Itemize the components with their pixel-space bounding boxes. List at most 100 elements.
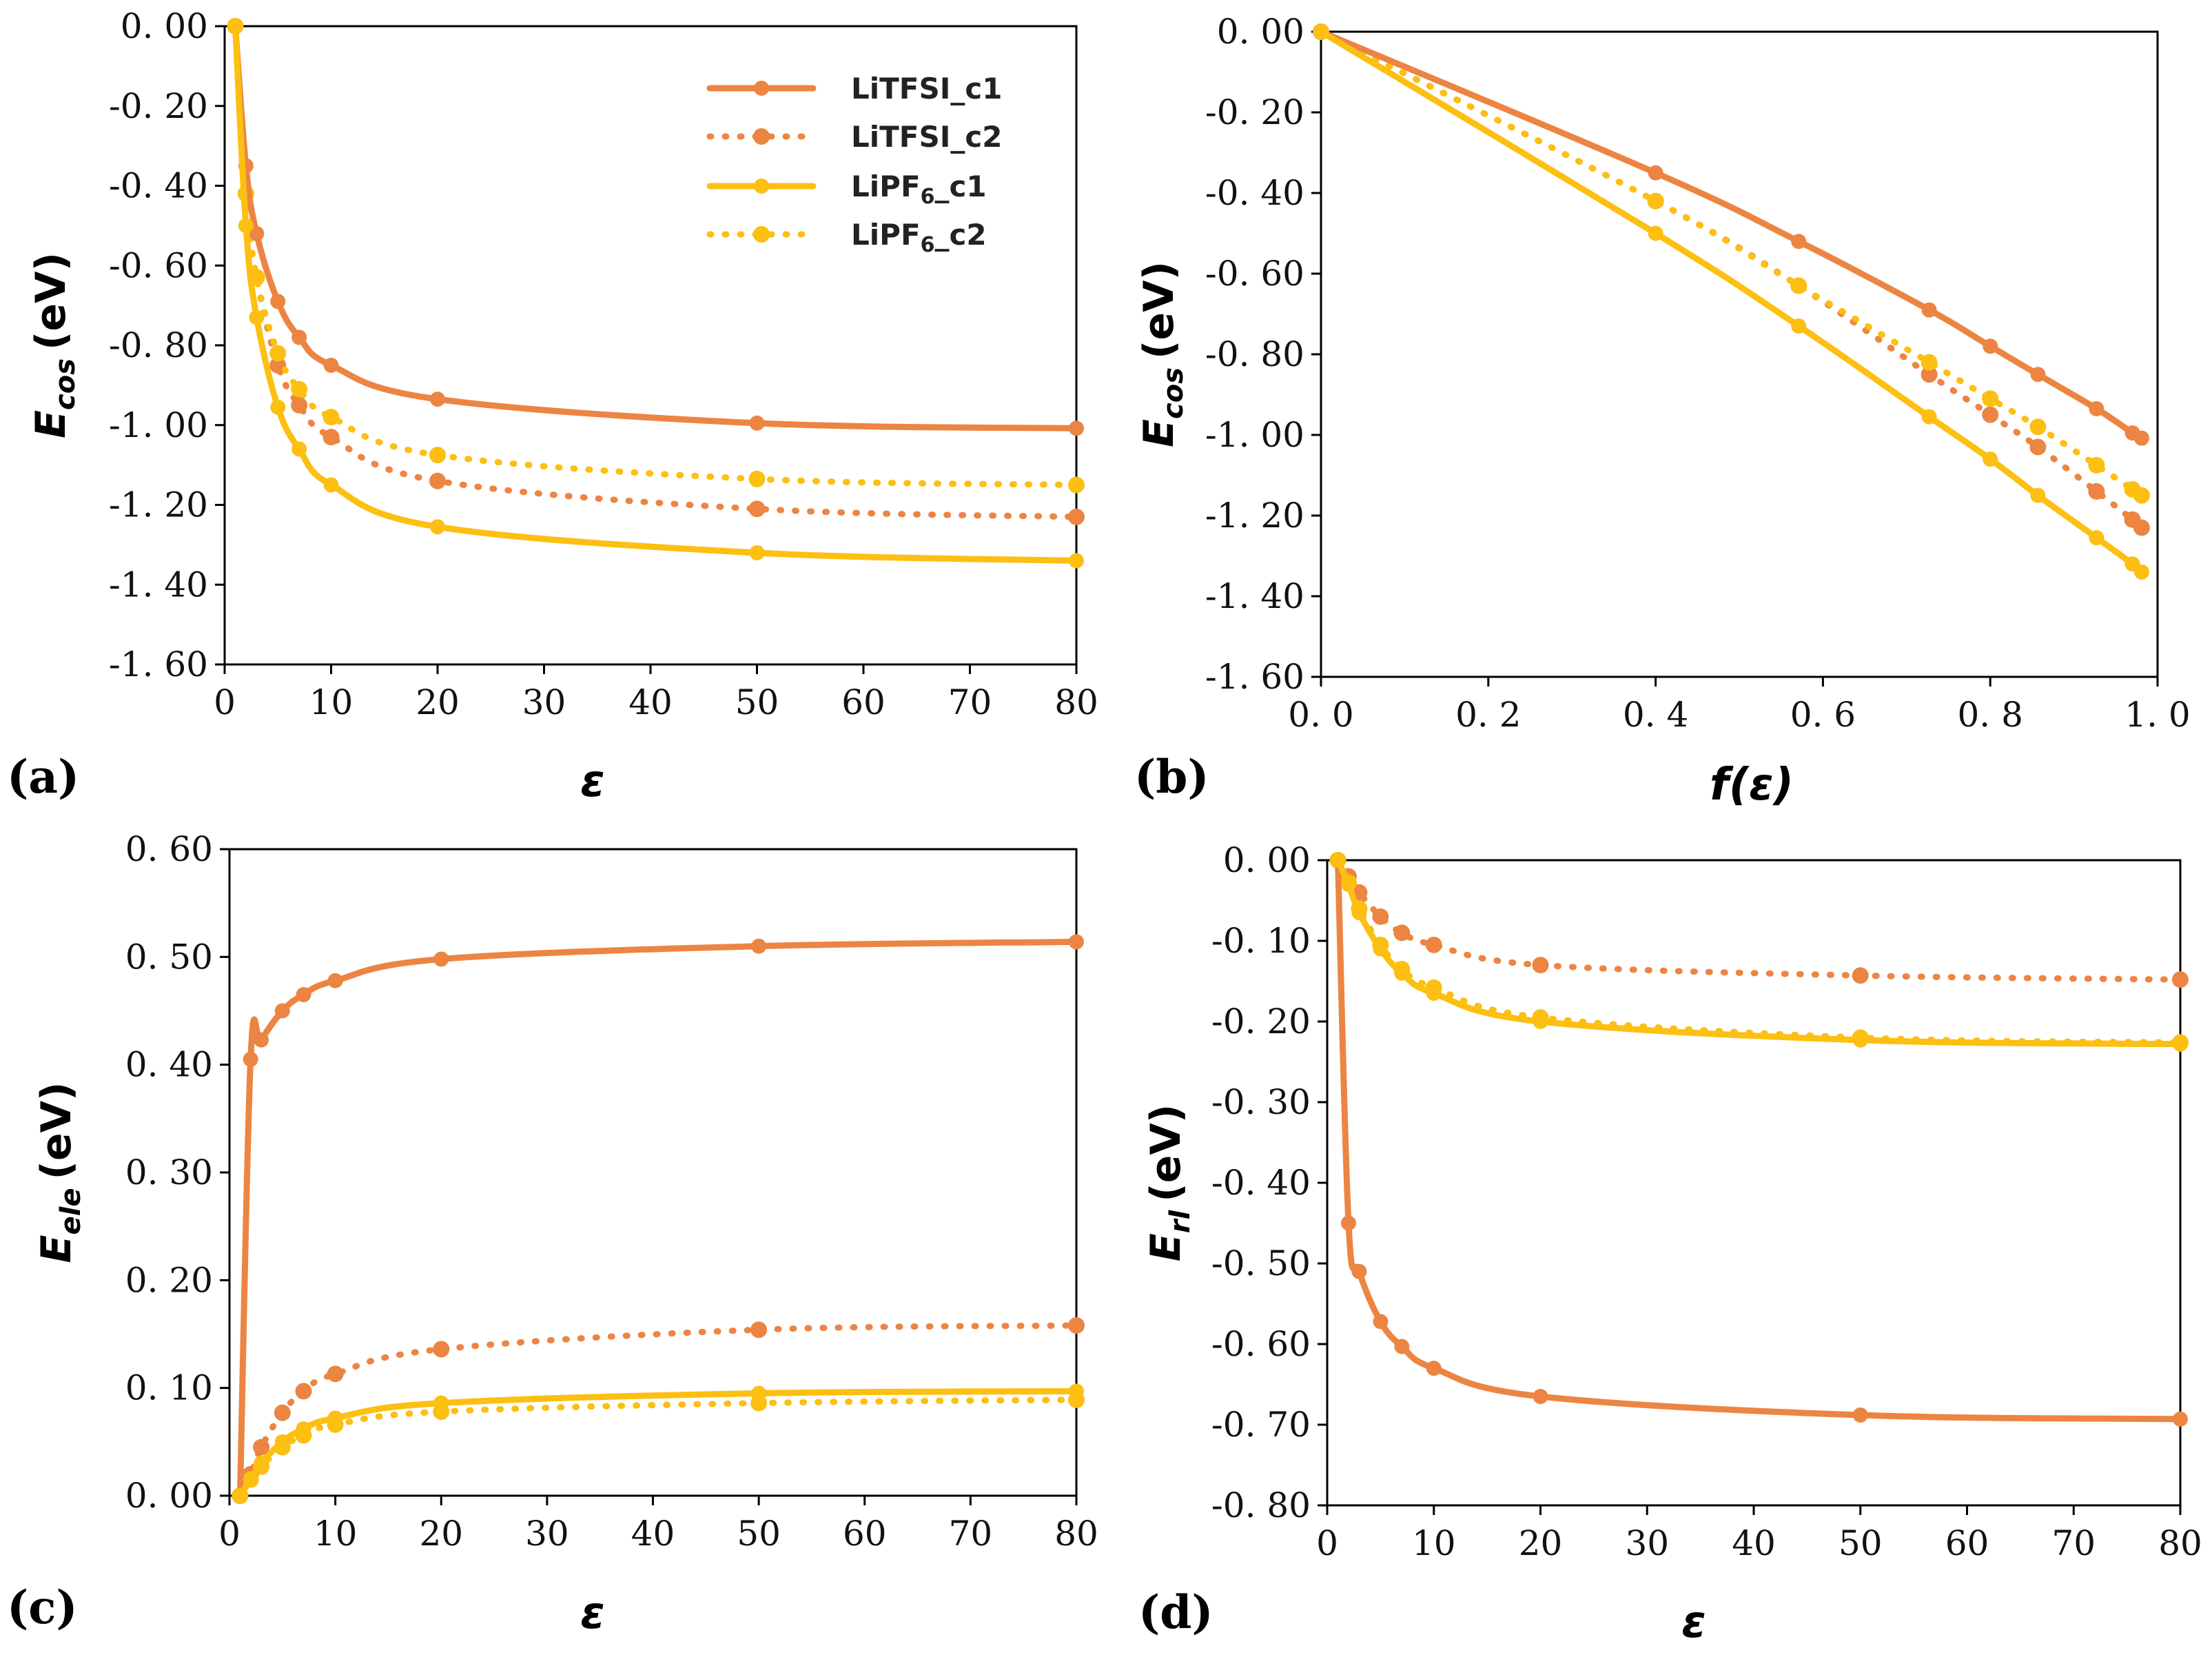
series-LiPF6_c2 [1329, 852, 2189, 1051]
x-tick-label: 20 [1519, 1523, 1563, 1563]
y-tick-label: 0. 00 [1223, 840, 1311, 880]
data-point-LiTFSI_c1-2 [254, 1032, 269, 1048]
panel-label: (b) [1134, 750, 1209, 804]
data-point-LiTFSI_c2-4 [1393, 924, 1411, 942]
data-point-LiTFSI_c2-6 [2088, 482, 2105, 500]
data-point-LiTFSI_c1-8 [2133, 430, 2149, 446]
data-point-LiTFSI_c1-5 [2030, 367, 2046, 383]
legend-label: LiTFSI_c1 [851, 72, 1003, 105]
y-tick-label: -0. 20 [1205, 92, 1304, 132]
data-point-LiTFSI_c1-3 [1921, 302, 1937, 318]
y-tick-label: 0. 60 [125, 829, 213, 869]
x-tick-label: 0. 6 [1790, 695, 1856, 735]
series-LiPF6_c1 [232, 1383, 1084, 1503]
data-point-LiPF6_c1-5 [327, 1410, 343, 1426]
data-point-LiTFSI_c2-5 [2029, 438, 2047, 456]
series-LiPF6_c2 [1313, 23, 2150, 504]
x-axis-label: ε [1681, 1597, 1706, 1648]
data-point-LiTFSI_c2-7 [750, 1321, 768, 1339]
data-point-LiTFSI_c1-3 [1373, 1314, 1389, 1330]
series-line-LiPF6_c2 [236, 1396, 1080, 1499]
series-LiTFSI_c1 [1330, 853, 2188, 1427]
data-point-LiPF6_c1-2 [1791, 318, 1807, 334]
data-point-LiTFSI_c1-6 [433, 951, 449, 967]
axes-a: 0. 00 -0. 20 -0. 40 -0. 60 -0. 80 -1. 00 -1. 2… [109, 6, 1098, 722]
data-point-LiPF6_c1-8 [2133, 564, 2149, 580]
x-tick-label: 50 [1839, 1523, 1883, 1563]
data-point-LiPF6_c1-3 [270, 399, 286, 415]
y-tick-label: 0. 10 [125, 1368, 213, 1408]
x-tick-label: 0. 2 [1455, 695, 1521, 735]
data-point-LiTFSI_c2-4 [1982, 406, 1999, 423]
x-tick-label: 30 [1625, 1523, 1669, 1563]
data-point-LiPF6_c2-6 [2088, 456, 2105, 474]
y-tick-label: -0. 40 [109, 166, 208, 206]
y-tick-label: -0. 80 [109, 325, 208, 365]
y-tick-label: 0. 30 [125, 1152, 213, 1192]
series-line-LiPF6_c1 [1335, 857, 2184, 1048]
data-point-LiTFSI_c1-3 [274, 1003, 290, 1019]
x-tick-label: 70 [948, 682, 992, 722]
y-axis-label: Erl(eV) [1142, 1104, 1196, 1261]
data-point-LiTFSI_c2-8 [1068, 1317, 1085, 1334]
data-point-LiPF6_c1-1 [1648, 225, 1663, 241]
legend-label: LiPF6_c2 [851, 218, 987, 257]
legend: LiTFSI_c1 LiTFSI_c2 LiPF6_c1 LiPF6_c2 [706, 72, 1003, 257]
data-point-LiPF6_c1-1 [1340, 877, 1356, 893]
data-point-LiPF6_c1-1 [243, 1472, 258, 1487]
x-axis-label: ε [580, 756, 605, 807]
data-point-LiPF6_c1-0 [1313, 24, 1329, 39]
y-axis-label: Eele(eV) [32, 1082, 87, 1263]
x-tick-label: 20 [416, 682, 460, 722]
series-LiTFSI_c1 [1313, 24, 2149, 446]
x-tick-label: 50 [735, 682, 779, 722]
series-line-LiPF6_c2 [1335, 857, 2184, 1046]
data-point-LiPF6_c1-0 [1330, 853, 1346, 868]
y-tick-label: -0. 60 [109, 245, 208, 285]
data-point-LiPF6_c1-4 [291, 441, 307, 457]
legend-swatch-marker [753, 128, 770, 145]
data-point-LiPF6_c1-8 [2173, 1036, 2188, 1052]
data-point-LiPF6_c1-7 [1852, 1032, 1868, 1048]
y-tick-label: 0. 20 [125, 1260, 213, 1300]
data-point-LiPF6_c1-4 [296, 1421, 311, 1437]
y-tick-label: -0. 20 [109, 86, 208, 126]
data-point-LiPF6_c1-6 [433, 1395, 449, 1411]
x-tick-label: 0. 8 [1957, 695, 2022, 735]
data-point-LiPF6_c2-6 [429, 447, 446, 464]
data-point-LiTFSI_c1-1 [1340, 1215, 1356, 1231]
legend-swatch-marker [754, 81, 769, 96]
data-point-LiTFSI_c1-8 [1069, 420, 1084, 436]
x-tick-label: 10 [314, 1514, 358, 1554]
data-point-LiPF6_c1-7 [749, 545, 765, 560]
data-point-LiPF6_c2-5 [2029, 418, 2047, 436]
y-tick-label: 0. 00 [125, 1476, 213, 1516]
series-LiTFSI_c1 [227, 19, 1084, 436]
data-point-LiTFSI_c1-4 [296, 987, 311, 1003]
y-axis-label: Ecos(eV) [1135, 261, 1189, 447]
data-point-LiPF6_c1-3 [274, 1434, 290, 1450]
x-tick-label: 10 [1412, 1523, 1456, 1563]
series-line-LiTFSI_c2 [1335, 857, 2184, 983]
y-tick-label: -0. 40 [1211, 1163, 1311, 1203]
y-axis-label: Ecos(eV) [27, 252, 81, 438]
x-tick-label: 10 [309, 682, 354, 722]
legend-swatch-marker [753, 226, 770, 243]
data-point-LiTFSI_c2-3 [1372, 908, 1389, 925]
x-tick-label: 70 [949, 1514, 993, 1554]
data-point-LiTFSI_c1-4 [1983, 338, 1998, 354]
x-tick-label: 0. 0 [1288, 695, 1353, 735]
data-point-LiTFSI_c1-5 [327, 973, 343, 988]
y-tick-label: -0. 50 [1211, 1243, 1311, 1283]
data-point-LiPF6_c1-2 [249, 309, 265, 325]
data-point-LiTFSI_c1-4 [291, 329, 307, 345]
legend-item-LiPF6_c1: LiPF6_c1 [706, 170, 987, 209]
data-point-LiPF6_c1-6 [430, 519, 445, 535]
data-point-LiTFSI_c2-8 [2172, 971, 2189, 988]
data-point-LiPF6_c2-5 [322, 409, 340, 426]
y-tick-label: -1. 20 [1205, 496, 1304, 536]
data-point-LiPF6_c1-3 [1373, 941, 1389, 957]
data-point-LiPF6_c2-3 [269, 345, 287, 362]
x-tick-label: 40 [631, 1514, 675, 1554]
chart-panel-d: 0. 00 -0. 10 -0. 20 -0. 30 -0. 40 -0. 50 -0. 6… [1138, 840, 2202, 1648]
